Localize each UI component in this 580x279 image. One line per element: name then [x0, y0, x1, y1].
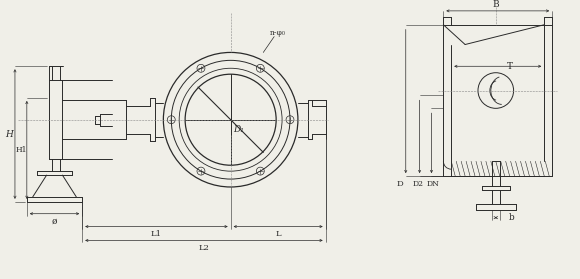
- Text: H1: H1: [15, 146, 27, 154]
- Text: DN: DN: [427, 180, 440, 188]
- Text: D: D: [397, 180, 403, 188]
- Text: D2: D2: [412, 180, 423, 188]
- Text: H: H: [5, 129, 13, 139]
- Text: L2: L2: [198, 244, 209, 252]
- Text: L1: L1: [151, 230, 162, 239]
- Text: b: b: [509, 213, 514, 222]
- Text: D₁: D₁: [233, 125, 244, 134]
- Text: n-φ₀: n-φ₀: [270, 29, 286, 37]
- Text: ø: ø: [52, 217, 57, 226]
- Text: T: T: [507, 62, 513, 71]
- Text: B: B: [492, 1, 499, 9]
- Text: L: L: [276, 230, 281, 239]
